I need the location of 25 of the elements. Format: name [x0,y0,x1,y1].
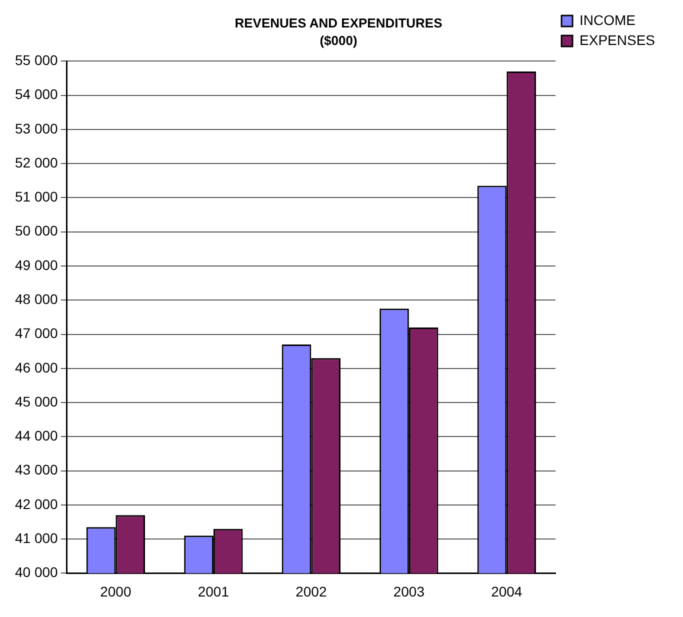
x-tick-label: 2000 [100,583,132,600]
legend-label: EXPENSES [580,32,656,48]
y-tick-label: 52 000 [14,154,58,170]
y-tick-label: 45 000 [14,393,58,410]
y-tick-label: 46 000 [14,359,58,376]
chart-subtitle: ($000) [320,32,358,48]
x-tick-label: 2001 [198,583,230,600]
y-tick-label: 49 000 [14,256,58,273]
y-tick-label: 55 000 [14,52,58,68]
chart-title: REVENUES AND EXPENDITURES [234,15,443,30]
x-tick-label: 2004 [491,583,522,600]
x-tick-label: 2003 [393,583,425,600]
y-tick-label: 50 000 [14,222,58,239]
y-tick-label: 47 000 [14,325,58,342]
y-tick-label: 51 000 [14,188,58,205]
y-tick-label: 43 000 [14,462,58,478]
y-tick-label: 42 000 [14,496,58,512]
y-tick-label: 48 000 [14,290,58,307]
legend-label: INCOME [580,12,636,28]
x-tick-label: 2002 [296,583,327,600]
y-tick-label: 53 000 [14,120,58,136]
y-tick-label: 44 000 [14,428,58,444]
y-tick-label: 54 000 [14,86,58,102]
y-tick-label: 40 000 [14,564,58,580]
y-tick-label: 41 000 [14,530,58,546]
